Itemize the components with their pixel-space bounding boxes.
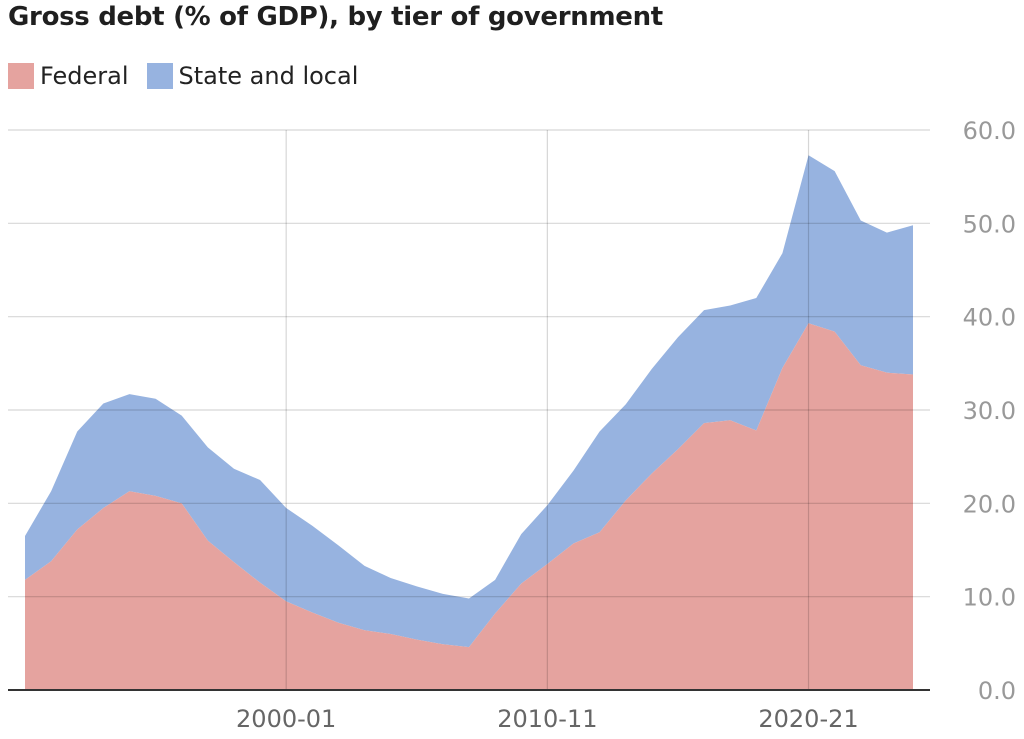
- y-tick-label: 30.0: [963, 397, 1016, 425]
- y-tick-label: 20.0: [963, 490, 1016, 518]
- y-tick-label: 10.0: [963, 584, 1016, 612]
- legend-swatch-federal: [8, 63, 34, 89]
- legend-item-federal: Federal: [8, 62, 129, 90]
- legend-item-state-local: State and local: [146, 62, 359, 90]
- chart-title: Gross debt (% of GDP), by tier of govern…: [8, 2, 663, 32]
- area-federal: [25, 323, 913, 690]
- area-state-and-local: [25, 155, 913, 648]
- y-tick-label: 50.0: [963, 210, 1016, 238]
- x-tick-label: 2020-21: [758, 705, 858, 733]
- x-tick-label: 2010-11: [497, 705, 597, 733]
- x-tick-label: 2000-01: [236, 705, 336, 733]
- y-tick-label: 60.0: [963, 117, 1016, 145]
- y-tick-label: 40.0: [963, 304, 1016, 332]
- chart-legend: Federal State and local: [8, 62, 376, 90]
- legend-swatch-state-local: [146, 63, 173, 89]
- legend-label-state-local: State and local: [178, 62, 359, 90]
- y-tick-label: 0.0: [978, 677, 1016, 705]
- legend-label-federal: Federal: [40, 62, 129, 90]
